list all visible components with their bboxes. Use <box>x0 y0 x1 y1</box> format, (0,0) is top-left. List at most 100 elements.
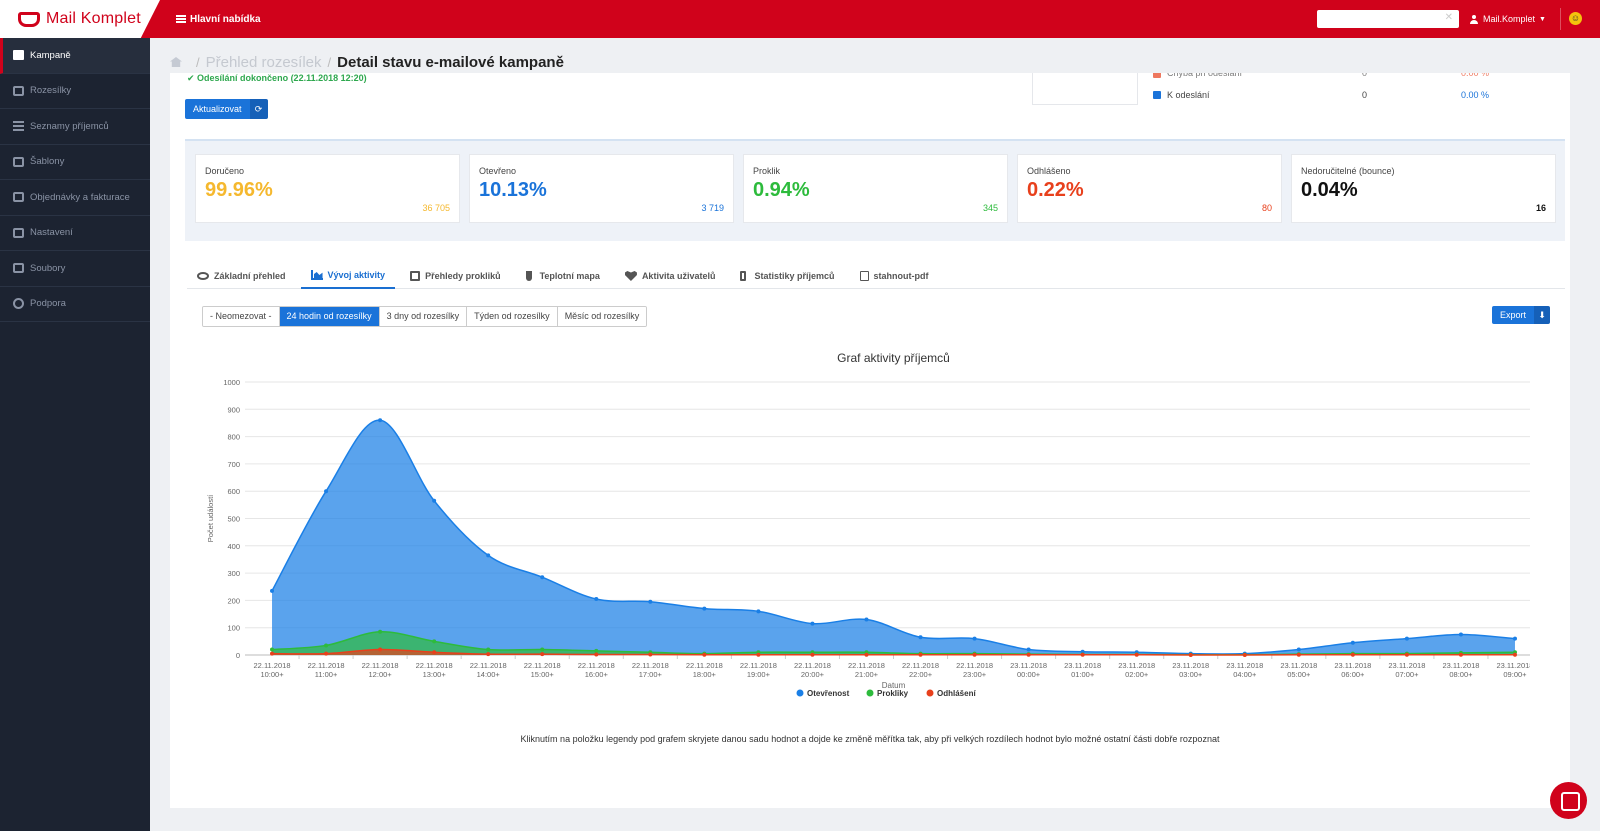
data-point[interactable] <box>1404 636 1409 641</box>
stat-title: Otevřeno <box>479 166 517 176</box>
data-point[interactable] <box>378 647 383 652</box>
sidebar-item[interactable]: Soubory <box>0 251 150 287</box>
data-point[interactable] <box>270 651 275 656</box>
data-point[interactable] <box>1350 640 1355 645</box>
data-point[interactable] <box>702 652 707 657</box>
data-point[interactable] <box>864 617 869 622</box>
sidebar-item[interactable]: Objednávky a fakturace <box>0 180 150 216</box>
tab[interactable]: stahnout-pdf <box>850 263 939 289</box>
data-point[interactable] <box>1458 632 1463 637</box>
data-point[interactable] <box>918 635 923 640</box>
sidebar-item[interactable]: Kampaně <box>0 38 150 74</box>
data-point[interactable] <box>972 636 977 641</box>
data-point[interactable] <box>432 498 437 503</box>
sidebar-item[interactable]: Seznamy příjemců <box>0 109 150 145</box>
chart-legend-item[interactable]: Otevřenost <box>796 689 850 698</box>
tab[interactable]: Přehledy prokliků <box>400 263 511 289</box>
data-point[interactable] <box>486 652 491 657</box>
smiley-icon[interactable]: ☺ <box>1569 12 1582 25</box>
data-point[interactable] <box>1350 652 1355 657</box>
home-icon[interactable] <box>170 57 182 67</box>
chart-legend-item[interactable]: Prokliky <box>866 689 909 698</box>
data-point[interactable] <box>324 643 329 648</box>
data-point[interactable] <box>540 647 545 652</box>
x-tick-label: 17:00+ <box>639 670 663 679</box>
time-range-button[interactable]: Týden od rozesílky <box>467 307 558 326</box>
data-point[interactable] <box>486 553 491 558</box>
data-point[interactable] <box>1296 647 1301 652</box>
data-point[interactable] <box>1458 652 1463 657</box>
logo[interactable]: Mail Komplet <box>0 0 160 38</box>
data-point[interactable] <box>1134 652 1139 657</box>
sidebar-item[interactable]: Šablony <box>0 145 150 180</box>
data-point[interactable] <box>270 588 275 593</box>
x-tick-label: 08:00+ <box>1449 670 1473 679</box>
data-point[interactable] <box>324 489 329 494</box>
data-point[interactable] <box>1296 652 1301 657</box>
x-tick-label: 16:00+ <box>585 670 609 679</box>
data-point[interactable] <box>594 652 599 657</box>
tab[interactable]: Statistiky příjemců <box>730 263 844 289</box>
sidebar-item[interactable]: Nastavení <box>0 216 150 251</box>
tab-label: Vývoj aktivity <box>327 270 386 280</box>
x-tick-label: 22.11.2018 <box>416 661 453 670</box>
time-range-button[interactable]: 3 dny od rozesílky <box>379 307 468 326</box>
x-tick-label: 12:00+ <box>369 670 393 679</box>
data-point[interactable] <box>1026 647 1031 652</box>
data-point[interactable] <box>972 652 977 657</box>
list-icon <box>13 121 24 132</box>
tab[interactable]: Teplotní mapa <box>516 263 610 289</box>
data-point[interactable] <box>540 652 545 657</box>
tab[interactable]: Základní přehled <box>187 263 296 289</box>
caret-down-icon: ▼ <box>1539 15 1546 23</box>
data-point[interactable] <box>810 652 815 657</box>
data-point[interactable] <box>324 651 329 656</box>
chart-legend-item[interactable]: Odhlášení <box>926 689 977 698</box>
breadcrumb-parent[interactable]: Přehled rozesílek <box>205 53 322 71</box>
data-point[interactable] <box>270 647 275 652</box>
tab[interactable]: Vývoj aktivity <box>300 263 396 289</box>
data-point[interactable] <box>810 621 815 626</box>
export-button[interactable]: Export ⬇ <box>1492 306 1551 324</box>
x-tick-label: 22.11.2018 <box>362 661 399 670</box>
data-point[interactable] <box>594 597 599 602</box>
chat-button[interactable] <box>1550 782 1587 819</box>
user-menu[interactable]: Mail.Komplet ▼ <box>1470 0 1546 38</box>
data-point[interactable] <box>648 652 653 657</box>
clear-icon[interactable]: ✕ <box>1444 12 1453 23</box>
data-point[interactable] <box>1512 652 1517 657</box>
time-range-button[interactable]: 24 hodin od rozesílky <box>279 307 380 326</box>
data-point[interactable] <box>594 648 599 653</box>
x-tick-label: 04:00+ <box>1233 670 1257 679</box>
data-point[interactable] <box>378 629 383 634</box>
data-point[interactable] <box>1026 652 1031 657</box>
tab[interactable]: Aktivita uživatelů <box>615 263 726 289</box>
data-point[interactable] <box>918 652 923 657</box>
data-point[interactable] <box>756 652 761 657</box>
sign-out-icon <box>13 85 24 96</box>
data-point[interactable] <box>648 599 653 604</box>
data-point[interactable] <box>1512 636 1517 641</box>
data-point[interactable] <box>540 575 545 580</box>
data-point[interactable] <box>702 606 707 611</box>
data-point[interactable] <box>1188 653 1193 657</box>
x-tick-label: 23.11.2018 <box>1442 661 1479 670</box>
sidebar-item[interactable]: Podpora <box>0 287 150 322</box>
data-point[interactable] <box>1404 652 1409 657</box>
stat-title: Proklik <box>753 166 781 176</box>
data-point[interactable] <box>486 647 491 652</box>
main-menu-button[interactable]: Hlavní nabídka <box>176 0 261 38</box>
sidebar-item[interactable]: Rozesílky <box>0 74 150 109</box>
data-point[interactable] <box>864 652 869 657</box>
time-range-button[interactable]: - Neomezovat - <box>203 307 280 326</box>
time-range-button[interactable]: Měsíc od rozesílky <box>557 307 647 326</box>
data-point[interactable] <box>432 650 437 655</box>
data-point[interactable] <box>1080 652 1085 657</box>
data-point[interactable] <box>378 418 383 423</box>
cogs-icon <box>13 227 24 238</box>
refresh-button[interactable]: Aktualizovat ⟳ <box>185 99 268 119</box>
data-point[interactable] <box>756 609 761 614</box>
search-input[interactable]: ✕ <box>1317 10 1459 28</box>
data-point[interactable] <box>432 639 437 644</box>
data-point[interactable] <box>1242 653 1247 657</box>
